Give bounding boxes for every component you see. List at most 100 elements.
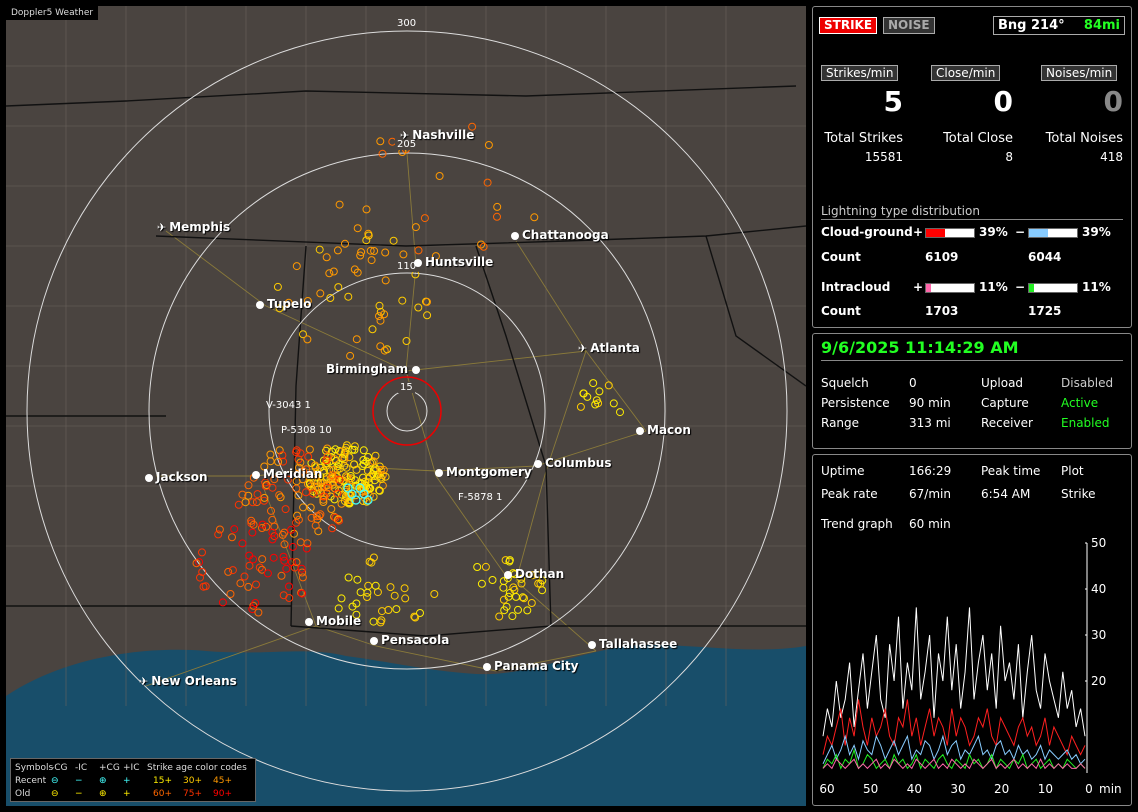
strike-marker xyxy=(267,506,275,515)
range-value[interactable]: 313 mi xyxy=(909,416,951,430)
cg-plus-sign: + xyxy=(913,225,924,239)
strike-marker xyxy=(303,297,312,305)
cg-plus-fill xyxy=(926,229,945,237)
strike-marker xyxy=(353,224,362,233)
x-tick-label: 40 xyxy=(907,782,922,796)
strike-marker xyxy=(319,498,328,506)
strike-marker xyxy=(333,465,342,474)
strike-marker xyxy=(359,446,368,455)
recent-strike-marker xyxy=(351,495,361,505)
strike-marker xyxy=(253,490,262,499)
strike-marker xyxy=(380,346,389,355)
strike-marker xyxy=(589,379,598,388)
strike-marker xyxy=(410,612,419,621)
legend-recent-pos-ic-icon: + xyxy=(123,775,131,786)
range-label: Range xyxy=(821,416,860,430)
strike-marker xyxy=(364,453,372,461)
city-dot-icon xyxy=(588,641,596,649)
upload-value[interactable]: Disabled xyxy=(1061,376,1114,390)
strike-marker xyxy=(527,599,536,607)
strike-marker xyxy=(376,137,385,146)
strike-marker xyxy=(244,481,253,490)
city-huntsville: Huntsville xyxy=(414,255,493,269)
ic-minus-count: 1725 xyxy=(1028,304,1062,318)
strike-marker xyxy=(304,452,313,461)
strike-marker xyxy=(346,472,355,480)
trend-value[interactable]: 60 min xyxy=(909,517,951,531)
close-per-min-label[interactable]: Close/min xyxy=(931,65,1001,81)
y-tick-label: 30 xyxy=(1091,628,1106,642)
strike-marker xyxy=(348,445,357,454)
strike-marker xyxy=(275,304,284,313)
strike-marker xyxy=(508,612,517,621)
city-jackson: Jackson xyxy=(145,470,208,484)
strike-marker xyxy=(488,576,497,584)
strike-marker xyxy=(477,579,486,588)
intracloud-label: Intracloud xyxy=(821,280,891,294)
strike-marker xyxy=(258,520,267,529)
trend-series-4 xyxy=(822,758,1086,770)
strike-marker xyxy=(266,457,275,466)
strike-marker xyxy=(520,594,528,603)
strike-marker xyxy=(416,609,424,617)
strike-marker xyxy=(285,582,293,591)
legend-pos-ic-label: +IC xyxy=(123,762,140,773)
strike-marker xyxy=(375,301,384,310)
plot-value[interactable]: Strike xyxy=(1061,487,1096,501)
strike-marker xyxy=(241,498,250,507)
sensor-label-p: P-5308 10 xyxy=(281,425,332,436)
strike-marker xyxy=(499,595,508,604)
strike-map[interactable]: Doppler5 Weather xyxy=(6,6,806,806)
strike-marker xyxy=(296,538,305,547)
cg-minus-fill xyxy=(1029,229,1048,237)
strike-marker xyxy=(338,454,347,463)
strike-marker xyxy=(353,268,362,277)
noise-toggle-button[interactable]: NOISE xyxy=(883,17,935,34)
noises-per-min-value: 0 xyxy=(1103,85,1123,118)
city-dot-icon xyxy=(256,301,264,309)
ic-minus-pct: 11% xyxy=(1082,280,1111,294)
strike-marker xyxy=(430,590,439,598)
noises-per-min-label[interactable]: Noises/min xyxy=(1041,65,1118,81)
city-tallahassee: Tallahassee xyxy=(588,637,677,651)
strike-marker xyxy=(501,556,510,565)
strike-marker xyxy=(330,455,339,464)
strike-marker xyxy=(297,564,306,573)
uptime-label: Uptime xyxy=(821,464,865,478)
strike-marker xyxy=(322,253,331,262)
peak-time-label: Peak time xyxy=(981,464,1041,478)
strike-marker xyxy=(280,540,289,549)
strike-marker xyxy=(292,558,301,567)
strike-marker xyxy=(299,503,308,512)
receiver-value[interactable]: Enabled xyxy=(1061,416,1110,430)
city-dot-icon xyxy=(511,232,519,240)
ic-plus-fill xyxy=(926,284,932,292)
distance-value: 84mi xyxy=(1083,18,1120,33)
squelch-value[interactable]: 0 xyxy=(909,376,917,390)
strike-marker xyxy=(255,563,264,572)
peak-rate-value: 67/min xyxy=(909,487,951,501)
legend-old-neg-cg-icon: ⊖ xyxy=(51,788,59,799)
strike-marker xyxy=(278,451,287,460)
close-per-min-value: 0 xyxy=(993,85,1013,118)
strike-marker xyxy=(288,558,296,567)
strike-marker xyxy=(523,606,532,615)
strike-marker xyxy=(579,389,588,398)
strike-marker xyxy=(218,598,227,607)
strike-marker xyxy=(302,488,310,497)
strike-marker xyxy=(342,441,351,450)
strike-toggle-button[interactable]: STRIKE xyxy=(819,17,878,34)
strike-marker xyxy=(273,282,282,291)
strike-marker xyxy=(244,491,253,500)
legend-recent-neg-ic-icon: − xyxy=(75,775,83,786)
persistence-value[interactable]: 90 min xyxy=(909,396,951,410)
strike-marker xyxy=(517,579,526,588)
bearing-readout: Bng 214° 84mi xyxy=(993,16,1125,35)
capture-value[interactable]: Active xyxy=(1061,396,1099,410)
settings-panel: 9/6/2025 11:14:29 AM Squelch 0 Upload Di… xyxy=(812,333,1132,449)
trend-graph: 50 40 30 20 60 50 40 30 20 10 0 min xyxy=(819,536,1121,796)
strikes-per-min-label[interactable]: Strikes/min xyxy=(821,65,899,81)
strike-marker xyxy=(375,312,383,321)
strike-marker xyxy=(260,493,269,502)
city-nashville: ✈ Nashville xyxy=(400,128,475,142)
